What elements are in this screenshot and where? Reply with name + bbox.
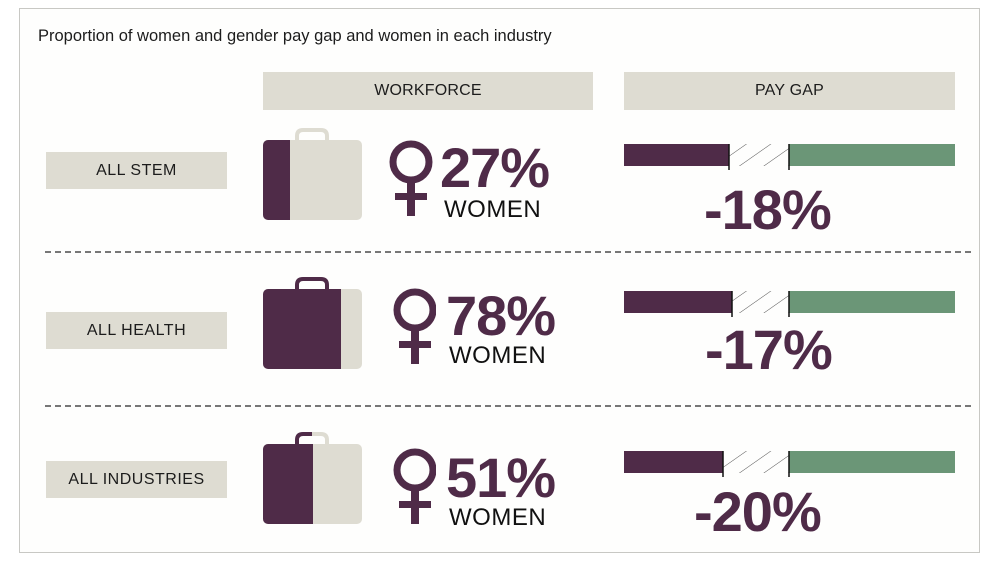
women-percentage-stem: 27% WOMEN xyxy=(386,136,586,223)
pay-gap-bar-industries xyxy=(624,445,955,477)
workforce-header: WORKFORCE xyxy=(263,72,593,110)
women-pct-value: 78% xyxy=(446,284,556,347)
row-divider xyxy=(45,405,971,407)
women-label: WOMEN xyxy=(449,342,547,369)
women-pct-value: 27% xyxy=(440,136,550,199)
row-label-industries: ALL INDUSTRIES xyxy=(46,461,227,498)
chart-title: Proportion of women and gender pay gap a… xyxy=(38,27,552,45)
women-label: WOMEN xyxy=(444,196,542,223)
female-symbol-icon xyxy=(393,448,436,524)
women-label: WOMEN xyxy=(449,504,547,531)
pay-gap-bar-health xyxy=(624,285,955,317)
pay-gap-value-stem: -18% xyxy=(704,178,832,241)
pay-gap-bar-stem xyxy=(624,138,955,170)
briefcase-icon xyxy=(263,128,363,220)
pay-gap-value-health: -17% xyxy=(705,318,833,381)
women-percentage-health: 78% WOMEN xyxy=(386,284,586,369)
women-percentage-industries: 51% WOMEN xyxy=(386,446,586,531)
row-divider xyxy=(45,251,971,253)
pay-gap-value-industries: -20% xyxy=(694,480,822,543)
briefcase-icon xyxy=(263,277,363,369)
female-symbol-icon xyxy=(393,288,436,364)
women-pct-value: 51% xyxy=(446,446,556,509)
row-label-stem: ALL STEM xyxy=(46,152,227,189)
briefcase-icon xyxy=(263,432,363,524)
row-label-health: ALL HEALTH xyxy=(46,312,227,349)
female-symbol-icon xyxy=(389,140,433,216)
pay-gap-header: PAY GAP xyxy=(624,72,955,110)
